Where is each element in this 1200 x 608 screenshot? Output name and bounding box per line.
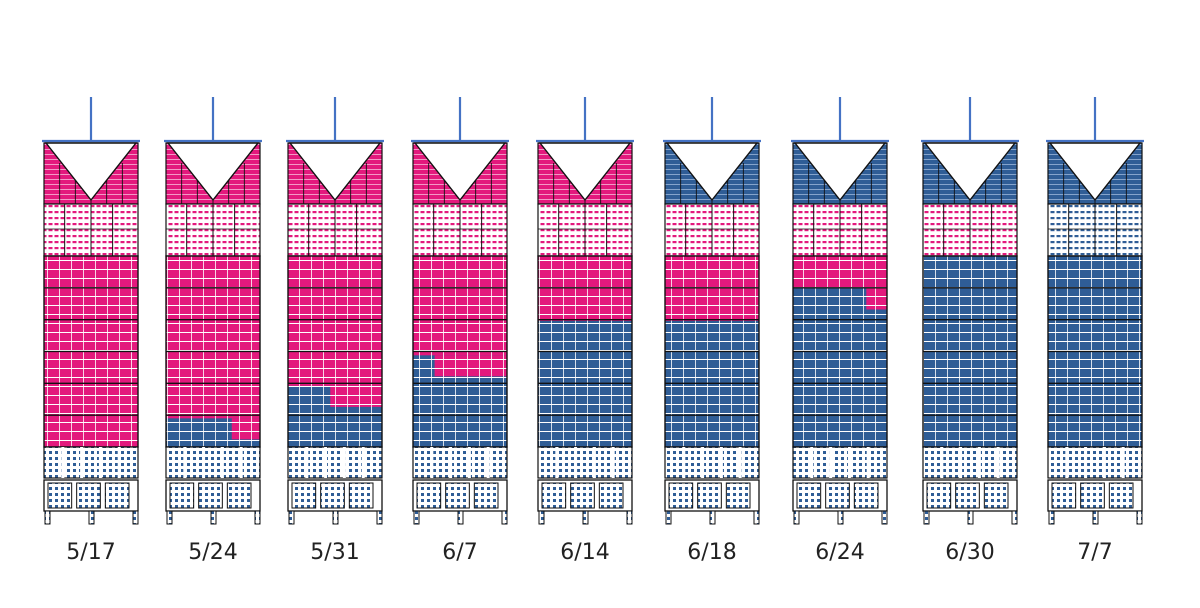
office-in-progress-step: [231, 418, 260, 440]
podium-bay: [955, 482, 980, 509]
date-label: 6/30: [945, 540, 995, 565]
office-in-progress-area: [793, 256, 887, 289]
column-foot: [1011, 510, 1018, 525]
column-foot: [88, 510, 95, 525]
office-in-progress-step: [866, 288, 887, 310]
column-foot: [538, 510, 545, 525]
crown-notch: [1048, 142, 1142, 202]
building-7-7: [1046, 97, 1144, 525]
podium-bay: [320, 482, 345, 509]
podium-bay: [926, 482, 952, 509]
date-label: 5/24: [188, 540, 238, 565]
podium-bay: [198, 482, 223, 509]
office-in-progress-area: [413, 256, 507, 356]
building-6-18: [663, 97, 761, 525]
column-foot: [967, 510, 974, 525]
date-label: 6/14: [560, 540, 610, 565]
crown-notch: [288, 142, 382, 202]
column-foot: [1136, 510, 1143, 525]
column-foot: [132, 510, 139, 525]
date-label: 6/24: [815, 540, 865, 565]
podium-bay: [291, 482, 317, 509]
podium-bay: [47, 482, 73, 509]
date-label: 5/17: [66, 540, 116, 565]
column-foot: [376, 510, 383, 525]
column-foot: [210, 510, 217, 525]
column-foot: [923, 510, 930, 525]
crown-notch: [166, 142, 260, 202]
column-foot: [413, 510, 420, 525]
podium-bay: [169, 482, 195, 509]
crown-notch: [44, 142, 138, 202]
column-foot: [793, 510, 800, 525]
crown-notch: [413, 142, 507, 202]
podium-bay: [697, 482, 722, 509]
lower-plant-section: [664, 446, 760, 479]
column-foot: [665, 510, 672, 525]
date-label: 7/7: [1077, 540, 1113, 565]
podium-bay: [348, 482, 374, 509]
podium-bay: [1080, 482, 1105, 509]
podium-bay: [598, 482, 624, 509]
podium-bay: [473, 482, 499, 509]
podium-bay: [796, 482, 822, 509]
podium-bay: [76, 482, 101, 509]
building-6-24: [791, 97, 889, 525]
podium-bay: [983, 482, 1009, 509]
crown-notch: [538, 142, 632, 202]
date-label: 6/18: [687, 540, 737, 565]
column-foot: [582, 510, 589, 525]
column-foot: [881, 510, 888, 525]
podium-bay: [1051, 482, 1077, 509]
building-5-24: [164, 97, 262, 525]
building-5-31: [286, 97, 384, 525]
column-foot: [626, 510, 633, 525]
building-6-30: [921, 97, 1019, 525]
podium-bay: [725, 482, 751, 509]
lower-plant-section: [792, 446, 888, 479]
crown-notch: [793, 142, 887, 202]
column-foot: [166, 510, 173, 525]
podium-bay: [825, 482, 850, 509]
column-foot: [501, 510, 508, 525]
building-6-7: [411, 97, 509, 525]
date-label: 5/31: [310, 540, 360, 565]
lower-plant-section: [165, 446, 261, 479]
office-in-progress-step: [330, 385, 382, 407]
column-foot: [254, 510, 261, 525]
column-foot: [709, 510, 716, 525]
podium-bay: [104, 482, 130, 509]
column-foot: [44, 510, 51, 525]
podium-bay: [668, 482, 694, 509]
podium-bay: [541, 482, 567, 509]
podium-bay: [570, 482, 595, 509]
lower-plant-section: [922, 446, 1018, 479]
podium-bay: [853, 482, 879, 509]
lower-plant-section: [43, 446, 139, 479]
column-foot: [1048, 510, 1055, 525]
podium-bay: [1108, 482, 1134, 509]
date-label: 6/7: [442, 540, 478, 565]
lower-plant-section: [412, 446, 508, 479]
column-foot: [1092, 510, 1099, 525]
podium-bay: [445, 482, 470, 509]
office-in-progress-area: [166, 256, 260, 419]
crown-notch: [923, 142, 1017, 202]
office-in-progress-step: [434, 355, 507, 377]
crown-notch: [665, 142, 759, 202]
column-foot: [837, 510, 844, 525]
office-in-progress-area: [288, 256, 382, 386]
building-6-14: [536, 97, 634, 525]
column-foot: [332, 510, 339, 525]
lower-plant-section: [287, 446, 383, 479]
lower-plant-section: [1047, 446, 1143, 479]
lower-plant-section: [537, 446, 633, 479]
building-5-17: [42, 97, 140, 525]
column-foot: [288, 510, 295, 525]
podium-bay: [226, 482, 252, 509]
podium-bay: [416, 482, 442, 509]
column-foot: [457, 510, 464, 525]
column-foot: [753, 510, 760, 525]
